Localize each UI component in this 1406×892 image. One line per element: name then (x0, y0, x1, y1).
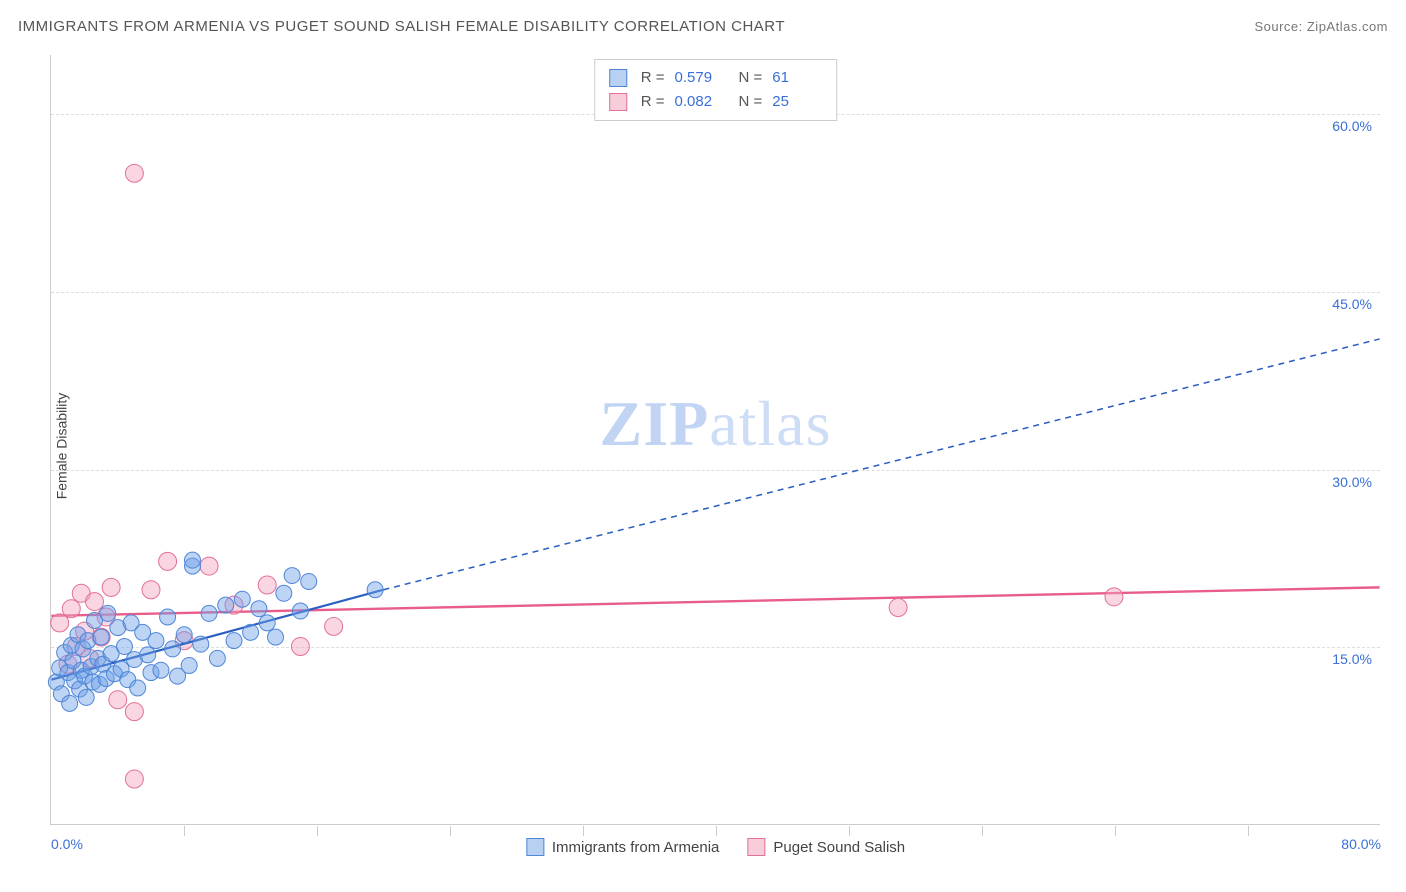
legend-label-blue: Immigrants from Armenia (552, 839, 720, 856)
point-blue (218, 597, 234, 613)
point-blue (251, 601, 267, 617)
legend-label-pink: Puget Sound Salish (773, 839, 905, 856)
point-blue (284, 568, 300, 584)
point-blue (234, 591, 250, 607)
r-value-pink: 0.082 (675, 90, 725, 114)
xtick (716, 826, 717, 836)
point-pink (291, 638, 309, 656)
point-pink (142, 581, 160, 599)
legend-item-pink: Puget Sound Salish (747, 838, 905, 856)
trend-line-dashed-blue (383, 339, 1379, 590)
n-label: N = (739, 90, 763, 114)
r-label: R = (641, 66, 665, 90)
source-label: Source: ZipAtlas.com (1254, 19, 1388, 34)
point-blue (62, 695, 78, 711)
xtick (849, 826, 850, 836)
point-pink (325, 617, 343, 635)
point-blue (226, 633, 242, 649)
point-pink (109, 691, 127, 709)
point-blue (181, 657, 197, 673)
stat-row-blue: R = 0.579 N = 61 (609, 66, 823, 90)
point-blue (259, 615, 275, 631)
swatch-pink (609, 93, 627, 111)
ytick-label: 15.0% (1332, 651, 1372, 667)
point-blue (201, 605, 217, 621)
legend-item-blue: Immigrants from Armenia (526, 838, 720, 856)
point-blue (209, 650, 225, 666)
xtick-label: 80.0% (1341, 836, 1381, 852)
plot-area: ZIPatlas R = 0.579 N = 61 R = 0.082 N = … (50, 55, 1380, 825)
point-blue (148, 633, 164, 649)
point-blue (100, 605, 116, 621)
stat-row-pink: R = 0.082 N = 25 (609, 90, 823, 114)
xtick (450, 826, 451, 836)
trend-line-pink (51, 587, 1379, 615)
point-blue (243, 624, 259, 640)
stat-legend: R = 0.579 N = 61 R = 0.082 N = 25 (594, 59, 838, 121)
point-blue (176, 627, 192, 643)
point-pink (51, 614, 69, 632)
point-blue (301, 573, 317, 589)
point-blue (367, 582, 383, 598)
point-pink (86, 593, 104, 611)
point-blue (292, 603, 308, 619)
point-pink (1105, 588, 1123, 606)
point-blue (268, 629, 284, 645)
point-blue (130, 680, 146, 696)
point-blue (165, 641, 181, 657)
swatch-pink (747, 838, 765, 856)
n-value-blue: 61 (772, 66, 822, 90)
chart-svg (51, 55, 1380, 824)
xtick (982, 826, 983, 836)
ytick-label: 45.0% (1332, 296, 1372, 312)
point-pink (62, 600, 80, 618)
r-value-blue: 0.579 (675, 66, 725, 90)
point-blue (153, 662, 169, 678)
point-pink (159, 552, 177, 570)
r-label: R = (641, 90, 665, 114)
ytick-label: 30.0% (1332, 474, 1372, 490)
xtick (583, 826, 584, 836)
point-pink (125, 164, 143, 182)
n-value-pink: 25 (772, 90, 822, 114)
point-pink (102, 578, 120, 596)
point-blue (116, 639, 132, 655)
point-pink (889, 599, 907, 617)
point-blue (185, 552, 201, 568)
header: IMMIGRANTS FROM ARMENIA VS PUGET SOUND S… (18, 18, 1388, 35)
xtick (184, 826, 185, 836)
point-blue (78, 689, 94, 705)
point-pink (200, 557, 218, 575)
xtick-label: 0.0% (51, 836, 83, 852)
swatch-blue (609, 69, 627, 87)
point-blue (193, 636, 209, 652)
point-blue (140, 647, 156, 663)
chart-title: IMMIGRANTS FROM ARMENIA VS PUGET SOUND S… (18, 18, 785, 35)
ytick-label: 60.0% (1332, 118, 1372, 134)
point-pink (258, 576, 276, 594)
point-blue (160, 609, 176, 625)
point-blue (276, 585, 292, 601)
xtick (1248, 826, 1249, 836)
point-blue (93, 629, 109, 645)
xtick (317, 826, 318, 836)
n-label: N = (739, 66, 763, 90)
series-legend: Immigrants from Armenia Puget Sound Sali… (526, 838, 905, 856)
point-pink (125, 770, 143, 788)
point-pink (125, 703, 143, 721)
swatch-blue (526, 838, 544, 856)
xtick (1115, 826, 1116, 836)
